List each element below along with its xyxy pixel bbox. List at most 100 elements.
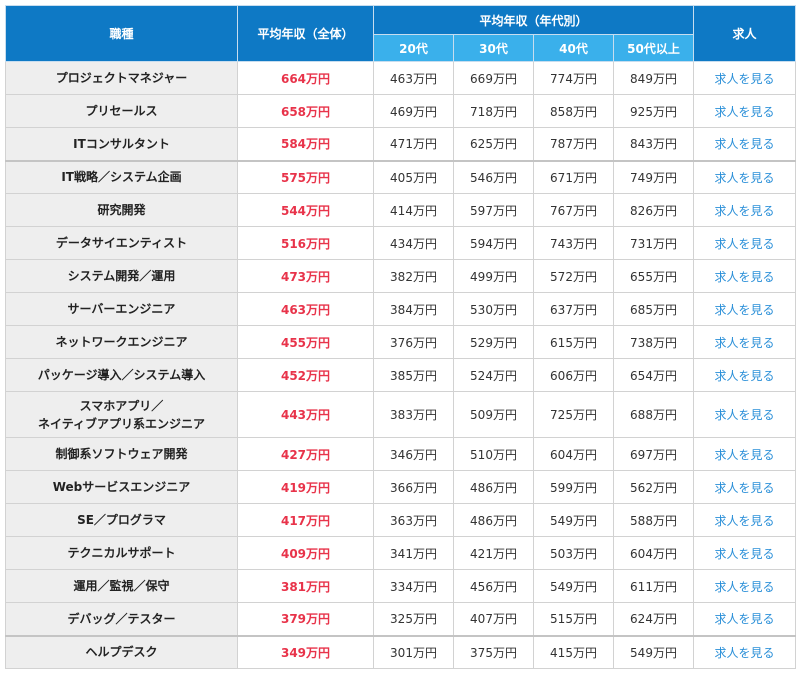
salary-40s: 858万円: [533, 94, 614, 128]
job-title-cell: プリセールス: [5, 94, 238, 128]
salary-20s: 382万円: [373, 259, 454, 293]
salary-50s-plus: 738万円: [612, 325, 695, 359]
view-jobs-link[interactable]: 求人を見る: [714, 335, 775, 350]
job-title: スマホアプリ／: [79, 398, 164, 413]
header-age-40s: 40代: [533, 34, 614, 62]
view-jobs-link[interactable]: 求人を見る: [714, 137, 775, 152]
salary-30s: 597万円: [453, 193, 534, 227]
jobs-link-cell: 求人を見る: [693, 437, 797, 471]
salary-40s: 671万円: [533, 159, 614, 194]
salary-20s: 463万円: [373, 61, 454, 95]
salary-20s: 471万円: [373, 127, 454, 161]
salary-50s-plus: 654万円: [612, 358, 695, 392]
salary-30s: 718万円: [453, 94, 534, 128]
salary-20s: 301万円: [373, 634, 454, 669]
overall-salary: 516万円: [237, 226, 374, 260]
jobs-link-cell: 求人を見る: [693, 259, 797, 293]
overall-salary: 658万円: [237, 94, 374, 128]
view-jobs-link[interactable]: 求人を見る: [714, 203, 775, 218]
job-title: パッケージ導入／システム導入: [37, 368, 206, 382]
view-jobs-link[interactable]: 求人を見る: [714, 408, 775, 422]
jobs-link-cell: 求人を見る: [693, 127, 797, 161]
view-jobs-link[interactable]: 求人を見る: [714, 170, 775, 185]
salary-30s: 625万円: [453, 127, 534, 161]
job-title: プロジェクトマネジャー: [55, 71, 188, 85]
salary-40s: 615万円: [533, 325, 614, 359]
salary-50s-plus: 604万円: [612, 536, 695, 570]
table-row: 研究開発 544万円 414万円 597万円 767万円 826万円 求人を見る: [5, 193, 797, 227]
view-jobs-link[interactable]: 求人を見る: [714, 236, 775, 251]
header-overall-salary: 平均年収（全体）: [237, 5, 374, 62]
view-jobs-link[interactable]: 求人を見る: [714, 645, 775, 660]
salary-50s-plus: 749万円: [612, 159, 695, 194]
salary-30s: 375万円: [453, 634, 534, 669]
header-age-50s-plus: 50代以上: [612, 34, 695, 62]
salary-30s: 524万円: [453, 358, 534, 392]
job-title-cell: パッケージ導入／システム導入: [5, 358, 238, 392]
job-title-cell: ヘルプデスク: [5, 634, 238, 669]
salary-20s: 469万円: [373, 94, 454, 128]
salary-40s: 606万円: [533, 358, 614, 392]
salary-40s: 415万円: [533, 634, 614, 669]
jobs-link-cell: 求人を見る: [693, 470, 797, 504]
table-row: デバッグ／テスター 379万円 325万円 407万円 515万円 624万円 求人を見る: [5, 602, 797, 636]
jobs-link-cell: 求人を見る: [693, 602, 797, 636]
job-title: システム開発／運用: [67, 269, 176, 283]
salary-40s: 767万円: [533, 193, 614, 227]
view-jobs-link[interactable]: 求人を見る: [714, 546, 775, 561]
job-title: SE／プログラマ: [77, 513, 166, 527]
salary-40s: 549万円: [533, 503, 614, 537]
jobs-link-cell: 求人を見る: [693, 358, 797, 392]
job-title: Webサービスエンジニア: [52, 480, 191, 494]
job-title: ITコンサルタント: [73, 136, 170, 151]
salary-50s-plus: 655万円: [612, 259, 695, 293]
job-title-cell: SE／プログラマ: [5, 503, 238, 537]
table-row: 制御系ソフトウェア開発 427万円 346万円 510万円 604万円 697万円 求人を見…: [5, 437, 797, 471]
salary-20s: 366万円: [373, 470, 454, 504]
jobs-link-cell: 求人を見る: [693, 503, 797, 537]
view-jobs-link[interactable]: 求人を見る: [714, 612, 775, 627]
job-title-cell: スマホアプリ／ ネイティブアプリ系エンジニア: [5, 391, 238, 438]
salary-40s: 599万円: [533, 470, 614, 504]
view-jobs-link[interactable]: 求人を見る: [714, 71, 775, 86]
jobs-link-cell: 求人を見る: [693, 391, 797, 438]
salary-40s: 604万円: [533, 437, 614, 471]
view-jobs-link[interactable]: 求人を見る: [714, 269, 775, 284]
table-row: スマホアプリ／ ネイティブアプリ系エンジニア 443万円 383万円 509万円 725万…: [5, 391, 797, 438]
view-jobs-link[interactable]: 求人を見る: [714, 513, 775, 528]
table-header: 職種 平均年収（全体） 平均年収（年代別） 求人 20代 30代 40代 50代…: [5, 5, 797, 62]
view-jobs-link[interactable]: 求人を見る: [714, 368, 775, 383]
salary-50s-plus: 826万円: [612, 193, 695, 227]
job-title-cell: 研究開発: [5, 193, 238, 227]
job-title-cell: Webサービスエンジニア: [5, 470, 238, 504]
salary-40s: 637万円: [533, 292, 614, 326]
salary-50s-plus: 624万円: [612, 602, 695, 636]
salary-50s-plus: 688万円: [612, 391, 695, 438]
jobs-link-cell: 求人を見る: [693, 94, 797, 128]
table-row: IT戦略／システム企画 575万円 405万円 546万円 671万円 749万円 求人を見…: [5, 159, 797, 194]
salary-40s: 743万円: [533, 226, 614, 260]
overall-salary: 544万円: [237, 193, 374, 227]
salary-30s: 594万円: [453, 226, 534, 260]
salary-50s-plus: 843万円: [612, 127, 695, 161]
view-jobs-link[interactable]: 求人を見る: [714, 104, 775, 119]
salary-40s: 572万円: [533, 259, 614, 293]
jobs-link-cell: 求人を見る: [693, 325, 797, 359]
view-jobs-link[interactable]: 求人を見る: [714, 447, 775, 462]
job-title: プリセールス: [85, 104, 158, 118]
header-age-20s: 20代: [373, 34, 454, 62]
table-row: プリセールス 658万円 469万円 718万円 858万円 925万円 求人を見る: [5, 94, 797, 128]
overall-salary: 575万円: [237, 159, 374, 194]
job-title: データサイエンティスト: [55, 236, 188, 250]
salary-30s: 407万円: [453, 602, 534, 636]
job-title: サーバーエンジニア: [67, 302, 176, 316]
jobs-link-cell: 求人を見る: [693, 569, 797, 603]
view-jobs-link[interactable]: 求人を見る: [714, 302, 775, 317]
view-jobs-link[interactable]: 求人を見る: [714, 579, 775, 594]
table-row: SE／プログラマ 417万円 363万円 486万円 549万円 588万円 求人を見る: [5, 503, 797, 537]
salary-30s: 421万円: [453, 536, 534, 570]
job-title: IT戦略／システム企画: [61, 170, 182, 185]
salary-30s: 456万円: [453, 569, 534, 603]
view-jobs-link[interactable]: 求人を見る: [714, 480, 775, 495]
salary-30s: 486万円: [453, 470, 534, 504]
